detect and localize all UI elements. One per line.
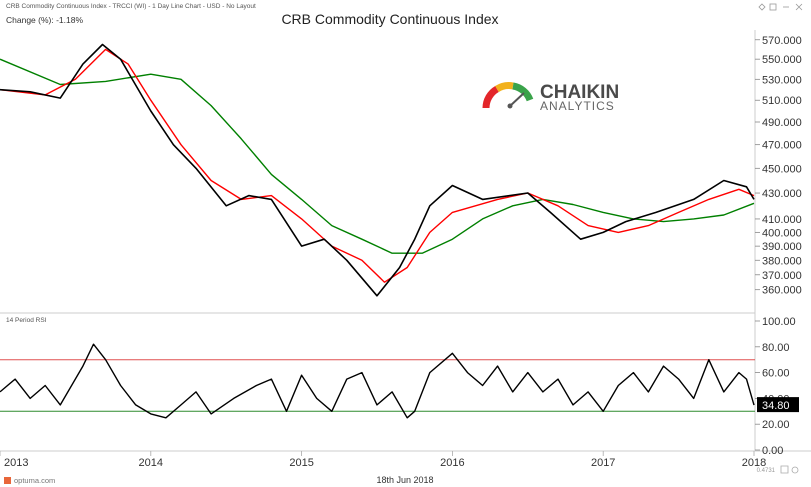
rsi-tick-label: 80.00 bbox=[762, 342, 790, 354]
rsi-tick-label: 60.00 bbox=[762, 368, 790, 380]
close-icon[interactable] bbox=[795, 3, 803, 11]
change-label: Change (%): -1.18% bbox=[6, 15, 83, 25]
price-tick-label: 390.000 bbox=[762, 241, 802, 253]
price-line bbox=[0, 43, 755, 297]
rsi-tick-label: 100.00 bbox=[762, 316, 796, 328]
settings-icon[interactable] bbox=[780, 465, 789, 474]
chart-subtitle: CRB Commodity Continuous Index - TRCCI (… bbox=[6, 3, 256, 10]
footer-date: 18th Jun 2018 bbox=[376, 475, 433, 485]
chart-title: CRB Commodity Continuous Index bbox=[281, 11, 498, 27]
price-tick-label: 450.000 bbox=[762, 163, 802, 175]
footer: optuma.com 18th Jun 2018 0.4731 bbox=[4, 465, 799, 485]
price-tick-label: 400.000 bbox=[762, 227, 802, 239]
x-axis: 2013 2014 2015 2016 2017 2018 bbox=[0, 451, 766, 469]
optuma-brand[interactable]: optuma.com bbox=[14, 476, 55, 485]
price-plot bbox=[0, 43, 755, 297]
rsi-panel-label: 14 Period RSI bbox=[6, 317, 47, 324]
rsi-tick-label: 20.00 bbox=[762, 419, 790, 431]
logo-line2: ANALYTICS bbox=[540, 99, 615, 113]
maximize-icon[interactable] bbox=[769, 3, 777, 11]
price-tick-label: 490.000 bbox=[762, 117, 802, 129]
gauge-needle-icon bbox=[509, 92, 525, 107]
corner-value: 0.4731 bbox=[757, 468, 776, 474]
x-tick-label: 2016 bbox=[440, 457, 464, 469]
price-tick-label: 550.000 bbox=[762, 54, 802, 66]
rsi-plot bbox=[0, 343, 755, 419]
x-tick-label: 2014 bbox=[139, 457, 163, 469]
price-tick-label: 530.000 bbox=[762, 74, 802, 86]
price-tick-label: 510.000 bbox=[762, 95, 802, 107]
rsi-last-value: 34.80 bbox=[762, 400, 790, 412]
x-tick-label: 2013 bbox=[4, 457, 28, 469]
price-tick-label: 360.000 bbox=[762, 285, 802, 297]
chaikin-logo: CHAIKIN ANALYTICS bbox=[482, 82, 619, 113]
price-tick-label: 370.000 bbox=[762, 270, 802, 282]
arrow-icon[interactable] bbox=[791, 466, 799, 474]
diamond-icon[interactable] bbox=[758, 3, 766, 11]
x-tick-label: 2018 bbox=[742, 457, 766, 469]
x-tick-label: 2017 bbox=[591, 457, 615, 469]
optuma-logo-icon bbox=[4, 477, 11, 484]
short-ma-line bbox=[0, 48, 755, 283]
price-axis: 360.000 370.000 380.000 390.000 400.000410.0… bbox=[755, 35, 802, 297]
price-tick-label: 470.000 bbox=[762, 140, 802, 152]
price-tick-label: 430.000 bbox=[762, 188, 802, 200]
window-controls bbox=[758, 3, 803, 11]
rsi-tick-label: 0.00 bbox=[762, 445, 783, 457]
price-tick-label: 410.000 bbox=[762, 214, 802, 226]
price-tick-label: 380.000 bbox=[762, 255, 802, 267]
logo-line1: CHAIKIN bbox=[540, 82, 619, 103]
price-tick-label: 570.000 bbox=[762, 35, 802, 47]
rsi-line bbox=[0, 343, 755, 419]
rsi-last-value-badge bbox=[757, 397, 799, 413]
x-tick-label: 2015 bbox=[289, 457, 313, 469]
long-ma-line bbox=[0, 58, 755, 254]
